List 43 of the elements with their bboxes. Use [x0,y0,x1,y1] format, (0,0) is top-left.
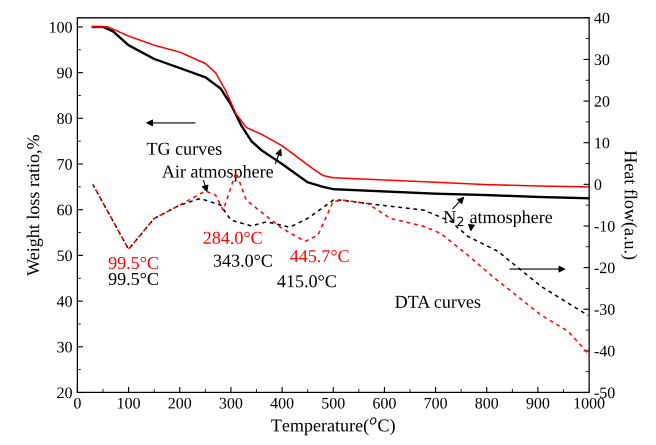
y2-tick-label: 0 [594,179,602,190]
y2-tick-label: 40 [594,12,610,24]
annotation: TG curves [146,142,222,155]
x-tick-label: 500 [322,398,345,409]
x-tick-label: 400 [270,398,294,409]
x-axis-title: Temperature($^{o}$C) [271,417,395,436]
y2-tick-label: -30 [594,304,615,315]
annotation: 99.5°C [108,272,158,286]
x-tick-label: 1000 [574,398,604,409]
y-axis-title: Weight loss ratio,% [26,135,44,276]
x-tick-label: 900 [526,398,550,409]
y2-tick-label: 20 [594,96,610,107]
x-tick-label: 700 [424,398,447,409]
x-tick-label: 600 [373,398,396,409]
y2-tick-label: -50 [594,387,615,398]
x-tick-label: 100 [118,398,140,409]
y2-tick-label: -10 [594,220,615,232]
annotation: Air atmosphere [162,164,274,182]
annotation: 343.0°C [214,254,272,267]
y-tick-label: 80 [57,113,72,124]
y2-tick-label: 30 [594,54,610,66]
y-tick-label: 70 [58,158,72,170]
y-tick-label: 40 [56,296,72,307]
y2-tick-label: 10 [595,138,610,148]
y-tick-label: 100 [50,22,72,33]
y2-tick-label: -20 [594,262,615,274]
y2-tick-label: -40 [594,346,615,357]
annotation: 415.0°C [277,275,336,288]
y-tick-label: 50 [58,250,72,262]
annotation: 445.7°C [290,250,349,262]
x-tick-label: 300 [220,398,242,409]
annotation: 99.5°C [108,256,158,270]
x-tick-label: 200 [168,398,192,409]
annotation: 284.0°C [204,232,262,244]
y-tick-label: 60 [57,204,72,216]
y-tick-label: 30 [57,342,72,352]
annotation: N$_{2}$ atmosphere [444,210,552,227]
x-tick-label: 800 [475,398,498,409]
x-tick-label: 0 [74,398,81,409]
y-tick-label: 90 [57,68,72,78]
annotation: DTA curves [395,296,480,308]
y2-axis-title: Heat flow(a.u.) [620,150,638,260]
y-tick-label: 20 [57,387,72,398]
